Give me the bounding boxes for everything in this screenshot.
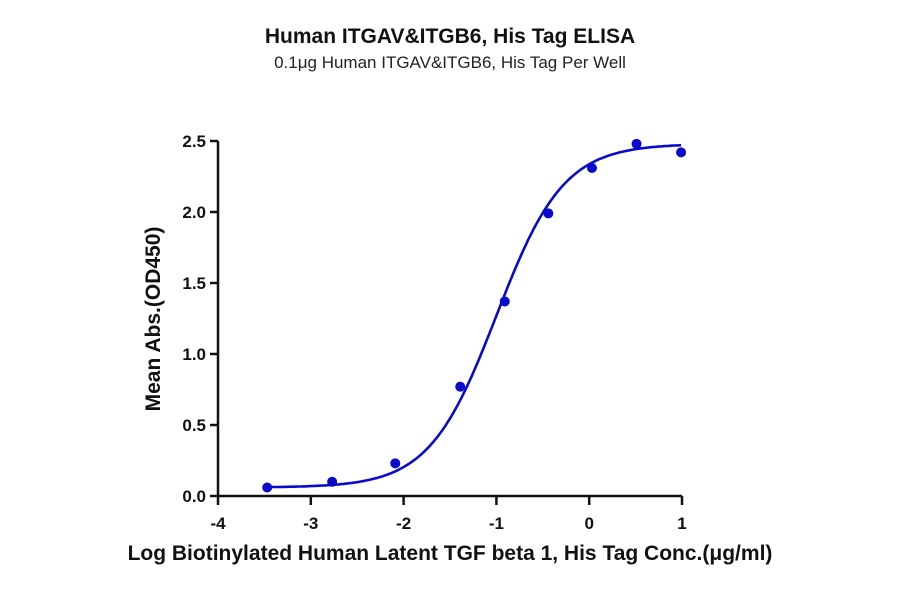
data-point xyxy=(631,138,642,149)
y-tick-label: 2.0 xyxy=(182,203,206,222)
data-point xyxy=(262,482,273,493)
x-tick-label: 0 xyxy=(584,514,593,533)
y-tick-label: 0.0 xyxy=(182,487,206,506)
y-tick-label: 0.5 xyxy=(182,416,206,435)
data-point xyxy=(586,162,597,173)
x-tick-label: -2 xyxy=(396,514,411,533)
data-point xyxy=(455,381,466,392)
chart-title: Human ITGAV&ITGB6, His Tag ELISA xyxy=(264,25,636,48)
chart-subtitle: 0.1μg Human ITGAV&ITGB6, His Tag Per Wel… xyxy=(274,53,626,72)
data-point xyxy=(390,458,401,469)
data-point xyxy=(543,208,554,219)
axes: 0.0 0.5 1.0 1.5 2.0 2.5 -4 -3 -2 -1 0 1 xyxy=(182,132,686,533)
x-axis-label: Log Biotinylated Human Latent TGF beta 1… xyxy=(128,542,773,565)
fit-curve-path xyxy=(267,143,682,489)
y-tick-label: 1.0 xyxy=(182,345,206,364)
x-tick-label: -1 xyxy=(489,514,504,533)
x-tick-label: -4 xyxy=(210,514,226,533)
data-point xyxy=(327,476,338,487)
data-point xyxy=(676,147,687,158)
fit-curve xyxy=(267,143,682,489)
y-axis-label: Mean Abs.(OD450) xyxy=(142,227,165,412)
x-tick-label: 1 xyxy=(677,514,686,533)
x-tick-label: -3 xyxy=(303,514,318,533)
data-point xyxy=(499,296,510,307)
y-tick-label: 1.5 xyxy=(182,274,206,293)
data-points xyxy=(262,138,687,493)
y-tick-label: 2.5 xyxy=(182,132,206,151)
